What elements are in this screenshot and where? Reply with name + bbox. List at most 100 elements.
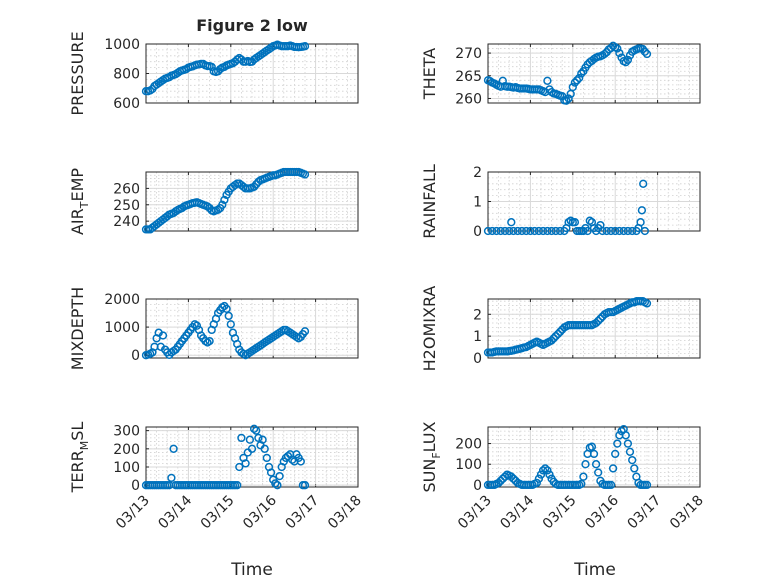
y-tick-label: 800 [113, 67, 140, 83]
y-tick-label: 0 [473, 351, 482, 367]
data-point [300, 170, 310, 179]
data-point [577, 69, 586, 78]
y-tick-label: 2 [473, 307, 482, 323]
data-point [611, 449, 620, 459]
data-point [615, 226, 624, 236]
data-point [598, 226, 607, 236]
data-point [606, 226, 616, 236]
data-point [572, 76, 582, 85]
y-tick-label: 100 [113, 460, 140, 476]
y-tick-label: 1000 [104, 37, 140, 53]
data-point [509, 226, 518, 236]
y-axis-label: AIRTEMP [68, 168, 91, 235]
data-point [241, 459, 250, 468]
data-point [300, 42, 310, 51]
data-point [628, 455, 637, 465]
y-tick-label: 2 [473, 165, 482, 181]
y-tick-label: 1 [473, 195, 482, 211]
data-point [271, 479, 280, 488]
data-point [249, 424, 259, 433]
data-point [553, 329, 563, 339]
data-point [233, 481, 242, 490]
data-point [596, 314, 605, 323]
data-point [213, 205, 223, 214]
data-point [538, 466, 548, 475]
y-tick-label: 100 [455, 457, 482, 473]
data-point [517, 226, 527, 236]
y-tick-label: 1 [473, 329, 482, 345]
data-point [541, 464, 550, 473]
data-point [534, 474, 544, 483]
data-point [247, 444, 257, 453]
data-point [205, 336, 214, 346]
y-axis-label: PRESSURE [68, 31, 87, 115]
data-point [237, 433, 246, 443]
y-tick-label: 260 [113, 181, 140, 197]
y-axis-label: H2OMIXRA [420, 286, 439, 372]
data-point [226, 320, 235, 329]
y-tick-label: 0 [473, 224, 482, 240]
data-point [526, 226, 535, 236]
data-point [262, 453, 271, 463]
data-point [169, 444, 178, 453]
data-point [575, 73, 584, 83]
data-point [564, 94, 573, 103]
data-point [613, 44, 622, 53]
data-point [266, 468, 276, 477]
data-point [507, 218, 516, 227]
data-point [224, 311, 233, 321]
data-point [549, 334, 558, 343]
data-point [296, 457, 305, 466]
data-point [530, 226, 539, 236]
data-point [587, 442, 597, 451]
y-tick-label: 200 [455, 437, 482, 453]
data-point [551, 331, 560, 341]
data-point [623, 55, 633, 65]
y-axis-label: SUNFLUX [420, 421, 443, 492]
data-point [496, 476, 505, 485]
data-point [623, 226, 633, 236]
data-point [602, 226, 611, 236]
data-point [505, 226, 514, 236]
data-point [496, 226, 505, 236]
data-point [543, 76, 552, 85]
data-point [570, 218, 580, 227]
subplot-sun-flux: 03/13 03/14 03/15 03/16 03/17 03/180100200SUN… [420, 421, 707, 532]
data-point [273, 481, 282, 490]
data-point [562, 96, 571, 105]
y-tick-label: 300 [113, 424, 140, 440]
data-point [167, 473, 176, 483]
data-point [621, 431, 630, 440]
data-point [547, 226, 556, 236]
data-point [615, 48, 624, 58]
y-tick-label: 0 [131, 478, 140, 494]
data-point [594, 316, 603, 326]
y-tick-label: 200 [113, 442, 140, 458]
data-point [617, 426, 626, 436]
data-point [258, 435, 267, 444]
data-point [623, 439, 633, 448]
data-point [589, 449, 599, 459]
y-tick-label: 250 [113, 198, 140, 214]
y-tick-label: 270 [455, 46, 482, 62]
data-point [260, 444, 269, 453]
axes-frame [145, 426, 359, 488]
data-point [492, 226, 501, 236]
data-point [600, 49, 609, 59]
data-point [498, 474, 507, 483]
data-point [245, 435, 255, 444]
y-tick-label: 0 [131, 348, 140, 364]
y-tick-label: 600 [113, 96, 140, 112]
data-point [639, 179, 648, 188]
subplot-rainfall: 0 1 2 RAINFALL [420, 164, 701, 240]
data-point [494, 478, 503, 488]
data-point [254, 433, 263, 443]
data-point [534, 226, 544, 236]
data-point [538, 226, 548, 236]
data-point [637, 206, 647, 215]
y-tick-label: 260 [455, 91, 482, 107]
data-point [555, 327, 565, 336]
data-point [483, 226, 493, 236]
data-point [636, 218, 645, 227]
data-point [300, 327, 310, 336]
